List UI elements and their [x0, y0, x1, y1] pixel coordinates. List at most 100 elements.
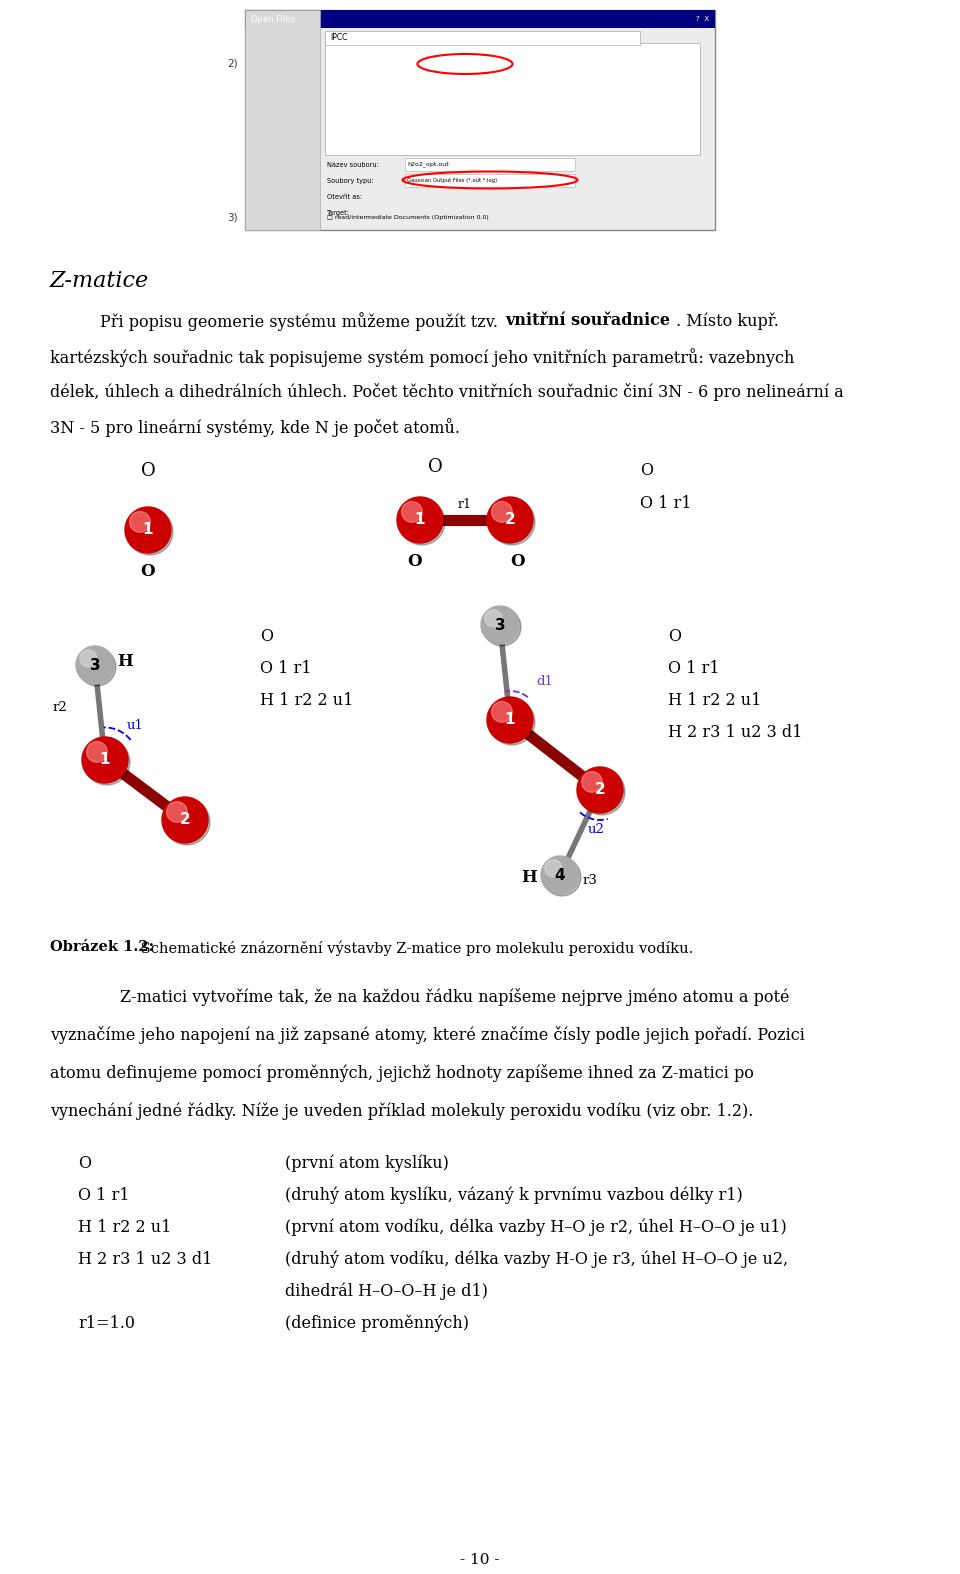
Text: vyznačíme jeho napojení na již zapsané atomy, které značíme čísly podle jejich p: vyznačíme jeho napojení na již zapsané a…	[50, 1026, 804, 1044]
Text: O: O	[408, 552, 422, 570]
FancyBboxPatch shape	[325, 42, 700, 154]
Circle shape	[86, 741, 108, 762]
Text: Open Files: Open Files	[251, 14, 295, 24]
Text: r3: r3	[583, 874, 598, 886]
Text: 1: 1	[505, 713, 516, 727]
Text: O 1 r1: O 1 r1	[78, 1187, 130, 1204]
Circle shape	[162, 796, 208, 844]
Text: O: O	[511, 552, 525, 570]
FancyBboxPatch shape	[325, 31, 640, 46]
Text: vnitřní souřadnice: vnitřní souřadnice	[505, 312, 670, 329]
Text: H: H	[117, 653, 132, 671]
Text: H 1 r2 2 u1: H 1 r2 2 u1	[668, 693, 761, 708]
Circle shape	[401, 502, 422, 523]
Circle shape	[483, 608, 521, 645]
Text: 3: 3	[494, 617, 505, 633]
Circle shape	[545, 859, 562, 877]
Text: H 2 r3 1 u2 3 d1: H 2 r3 1 u2 3 d1	[78, 1251, 212, 1269]
Text: H 2 r3 1 u2 3 d1: H 2 r3 1 u2 3 d1	[668, 724, 803, 741]
Text: (druhý atom kyslíku, vázaný k prvnímu vazbou délky r1): (druhý atom kyslíku, vázaný k prvnímu va…	[285, 1187, 743, 1204]
Text: Obrázek 1.2:: Obrázek 1.2:	[50, 940, 155, 954]
FancyBboxPatch shape	[245, 9, 715, 230]
Text: O: O	[427, 458, 443, 475]
Text: Z-matici vytvoříme tak, že na každou řádku napíšeme nejprve jméno atomu a poté: Z-matici vytvoříme tak, že na každou řád…	[120, 988, 789, 1006]
Text: h2o2_opt.out: h2o2_opt.out	[407, 162, 448, 167]
Text: (první atom vodíku, délka vazby H–O je r2, úhel H–O–O je u1): (první atom vodíku, délka vazby H–O je r…	[285, 1218, 787, 1237]
Text: Gaussian Output Files (*.out *.log): Gaussian Output Files (*.out *.log)	[407, 178, 497, 183]
Text: O: O	[260, 628, 273, 645]
Text: Schematické znázornění výstavby Z-matice pro molekulu peroxidu vodíku.: Schematické znázornění výstavby Z-matice…	[136, 940, 693, 955]
Circle shape	[164, 800, 210, 845]
Text: 3: 3	[89, 658, 100, 672]
Text: O: O	[640, 463, 653, 478]
Circle shape	[80, 650, 97, 667]
Text: Při popisu geomerie systému můžeme použít tzv.: Při popisu geomerie systému můžeme použí…	[100, 312, 503, 331]
Text: u1: u1	[127, 719, 144, 732]
Circle shape	[167, 801, 187, 822]
Text: IPCC: IPCC	[330, 33, 348, 42]
Circle shape	[485, 609, 502, 626]
FancyBboxPatch shape	[245, 9, 715, 28]
Text: Soubory typu:: Soubory typu:	[327, 178, 373, 184]
Text: 2: 2	[505, 513, 516, 527]
Text: Target:: Target:	[327, 209, 350, 216]
Circle shape	[397, 497, 443, 543]
Circle shape	[543, 858, 581, 896]
Text: 1: 1	[415, 513, 425, 527]
Circle shape	[130, 512, 151, 532]
Circle shape	[487, 697, 533, 743]
Circle shape	[492, 502, 513, 523]
Circle shape	[84, 740, 130, 785]
Text: vynechání jedné řádky. Níže je uveden příklad molekuly peroxidu vodíku (viz obr.: vynechání jedné řádky. Níže je uveden př…	[50, 1102, 754, 1119]
Circle shape	[582, 771, 602, 792]
Text: H: H	[521, 869, 537, 886]
Circle shape	[127, 508, 173, 556]
Text: O: O	[141, 563, 156, 579]
Text: délek, úhlech a dihedrálních úhlech. Počet těchto vnitřních souřadnic činí 3N - : délek, úhlech a dihedrálních úhlech. Poč…	[50, 382, 844, 401]
FancyBboxPatch shape	[245, 9, 320, 230]
Circle shape	[399, 499, 445, 545]
Circle shape	[489, 499, 535, 545]
Text: - 10 -: - 10 -	[460, 1554, 500, 1568]
Text: H 1 r2 2 u1: H 1 r2 2 u1	[260, 693, 353, 708]
Text: Z-matice: Z-matice	[50, 271, 149, 293]
Text: r1: r1	[458, 497, 472, 512]
Text: Název souboru:: Název souboru:	[327, 162, 379, 168]
FancyBboxPatch shape	[405, 157, 575, 172]
Circle shape	[78, 648, 116, 686]
Text: 4: 4	[555, 867, 565, 883]
Text: . Místo kupř.: . Místo kupř.	[676, 312, 779, 329]
Text: Otevřít as:: Otevřít as:	[327, 194, 362, 200]
Text: 2: 2	[594, 782, 606, 798]
Text: O 1 r1: O 1 r1	[640, 494, 691, 512]
Text: O: O	[140, 463, 156, 480]
Text: kartézských souřadnic tak popisujeme systém pomocí jeho vnitřních parametrů: vaz: kartézských souřadnic tak popisujeme sys…	[50, 348, 794, 367]
Text: (první atom kyslíku): (první atom kyslíku)	[285, 1155, 449, 1173]
Text: r2: r2	[52, 700, 67, 715]
Circle shape	[541, 856, 579, 894]
Circle shape	[489, 699, 535, 745]
Text: 2: 2	[180, 812, 190, 828]
Circle shape	[76, 645, 114, 685]
Text: H 1 r2 2 u1: H 1 r2 2 u1	[78, 1218, 172, 1236]
Text: r1=1.0: r1=1.0	[78, 1314, 135, 1332]
Text: O 1 r1: O 1 r1	[668, 660, 719, 677]
Text: O: O	[668, 628, 681, 645]
Text: 1: 1	[143, 523, 154, 537]
Text: (druhý atom vodíku, délka vazby H-O je r3, úhel H–O–O je u2,: (druhý atom vodíku, délka vazby H-O je r…	[285, 1251, 788, 1269]
Text: 1: 1	[100, 752, 110, 768]
Circle shape	[579, 770, 625, 815]
FancyBboxPatch shape	[405, 175, 575, 187]
Text: u2: u2	[588, 823, 605, 836]
Text: O 1 r1: O 1 r1	[260, 660, 311, 677]
Text: dihedrál H–O–O–H je d1): dihedrál H–O–O–H je d1)	[285, 1283, 488, 1300]
Circle shape	[481, 606, 519, 644]
Circle shape	[577, 767, 623, 814]
Text: 3): 3)	[227, 212, 238, 224]
Text: □ read/intermediate Documents (Optimization 0.0): □ read/intermediate Documents (Optimizat…	[327, 216, 489, 220]
Text: 2): 2)	[227, 58, 238, 69]
Text: d1: d1	[536, 675, 553, 688]
Circle shape	[487, 497, 533, 543]
Text: 3N - 5 pro lineární systémy, kde N je počet atomů.: 3N - 5 pro lineární systémy, kde N je po…	[50, 419, 460, 438]
Circle shape	[492, 702, 513, 722]
